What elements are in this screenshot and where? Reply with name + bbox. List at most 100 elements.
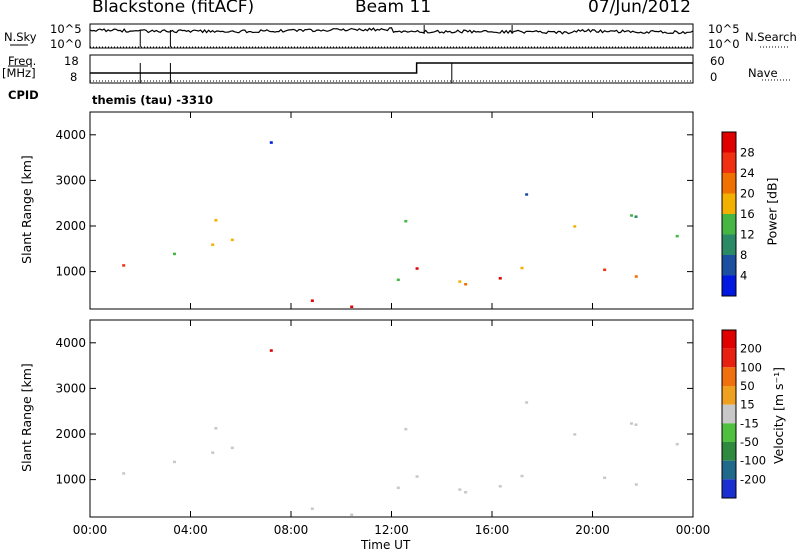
colorbar-swatch: [722, 173, 736, 194]
colorbar-swatch: [722, 193, 736, 214]
velocity-panel: [89, 319, 694, 518]
y-tick-label: 1000: [55, 473, 86, 487]
power-echo-cell: [603, 268, 607, 272]
velocity-ylabel: Slant Range [km]: [18, 363, 34, 472]
date-title: 07/Jun/2012: [588, 0, 691, 17]
freq-trace: [90, 62, 693, 83]
freq-label: Freq.: [8, 54, 37, 68]
colorbar-swatch: [722, 132, 736, 153]
velocity-echo-cell: [230, 446, 234, 450]
power-echo-cell: [525, 193, 529, 196]
velocity-echo-cell: [172, 460, 176, 464]
nsky-tick-hi: 10^5: [50, 22, 82, 36]
nsearch-tick-lo: 10^0: [708, 37, 740, 51]
axes: 00:00 04:00 08:00 12:00 16:00 20:00 00:00 1000 1…: [55, 112, 710, 537]
power-echo-cell: [310, 299, 314, 302]
y-tick-label: 1000: [55, 265, 86, 279]
colorbar-swatch: [722, 367, 736, 386]
power-cbar-label: Power [dB]: [764, 177, 780, 246]
power-echo-cell: [629, 214, 633, 217]
sky-noise-line: [89, 27, 694, 35]
power-echo-cell: [214, 219, 218, 222]
velocity-echo-cell: [458, 488, 462, 491]
cpid-label: CPID: [8, 88, 39, 102]
velocity-echo-cell: [675, 442, 679, 446]
velocity-echo-cell: [634, 483, 638, 486]
colorbar-swatch: [722, 404, 736, 424]
power-echo-cell: [172, 252, 176, 256]
noise-panel: [89, 23, 694, 49]
colorbar-tick-label: -100: [740, 454, 766, 468]
colorbar-tick-label: 200: [740, 342, 762, 356]
freq-tick-lo: 8: [70, 70, 78, 84]
velocity-echo-cell: [396, 486, 400, 490]
velocity-colorbar: 200 100 50 15 -15 -50 -100 -200: [721, 329, 766, 499]
y-tick-label: 2000: [55, 219, 86, 233]
velocity-echo-cell: [525, 401, 529, 404]
colorbar-tick-label: 8: [740, 248, 747, 262]
x-tick-label: 04:00: [173, 523, 208, 537]
power-panel: [89, 111, 694, 310]
colorbar-swatch: [722, 423, 736, 442]
velocity-echo-cell: [310, 507, 314, 510]
nsearch-label: N.Search: [745, 30, 797, 44]
colorbar-tick-label: 4: [740, 269, 747, 283]
power-echo-cell: [350, 305, 354, 309]
colorbar-swatch: [722, 255, 736, 276]
velocity-echo-cell: [603, 476, 607, 480]
freq-tick-hi: 18: [64, 54, 79, 68]
velocity-echo-cell: [629, 422, 633, 425]
power-echo-cell: [404, 219, 408, 223]
velocity-echo-cell: [415, 475, 419, 478]
noise-trace: [89, 25, 694, 48]
x-tick-label: 08:00: [274, 523, 309, 537]
power-echo-cell: [230, 238, 234, 242]
colorbar-frame: [721, 131, 737, 297]
colorbar-tick-label: 15: [740, 398, 755, 412]
colorbar-swatch: [722, 348, 736, 368]
velocity-echo-cell: [404, 427, 408, 431]
colorbar-tick-label: 12: [740, 228, 755, 242]
power-echoes: [122, 141, 679, 309]
colorbar-swatch: [722, 330, 736, 349]
colorbar-tick-label: 20: [740, 187, 755, 201]
power-echo-cell: [634, 215, 638, 218]
xaxis-label: Time UT: [361, 538, 411, 552]
y-tick-label: 3000: [55, 381, 86, 395]
nave-tick-lo: 0: [710, 70, 718, 84]
colorbar-swatch: [722, 234, 736, 255]
velocity-echo-cell: [211, 451, 215, 454]
power-echo-cell: [520, 266, 524, 270]
x-tick-label: 00:00: [676, 523, 711, 537]
y-tick-label: 3000: [55, 173, 86, 187]
nsky-tick-lo: 10^0: [50, 37, 82, 51]
radar-title: Blackstone (fitACF): [92, 0, 255, 17]
colorbar-tick-label: 50: [740, 379, 755, 393]
velocity-echo-cell: [214, 427, 218, 430]
power-echo-cell: [464, 283, 468, 286]
nave-tick-hi: 60: [710, 54, 725, 68]
power-colorbar: 4 8 12 16 20 24 28: [721, 131, 755, 297]
x-tick-label: 20:00: [575, 523, 610, 537]
colorbar-tick-label: -50: [740, 435, 759, 449]
power-echo-cell: [573, 225, 577, 228]
nave-label: Nave: [748, 66, 778, 80]
colorbar-tick-label: 24: [740, 166, 755, 180]
colorbar-swatch: [722, 442, 736, 461]
power-echo-cell: [675, 234, 679, 238]
velocity-echo-cell: [634, 423, 638, 426]
x-tick-label: 16:00: [475, 523, 510, 537]
beam-title: Beam 11: [355, 0, 432, 17]
x-tick-label: 12:00: [374, 523, 409, 537]
velocity-echo-cell: [520, 474, 524, 478]
colorbar-swatch: [722, 214, 736, 235]
power-echo-cell: [211, 243, 215, 246]
colorbar-swatch: [722, 152, 736, 173]
power-echo-cell: [458, 280, 462, 283]
freq-panel: [89, 54, 694, 84]
colorbar-swatch: [722, 460, 736, 480]
velocity-echo-cell: [464, 491, 468, 494]
power-echo-cell: [122, 264, 126, 267]
freq-unit-label: [MHz]: [2, 66, 36, 80]
